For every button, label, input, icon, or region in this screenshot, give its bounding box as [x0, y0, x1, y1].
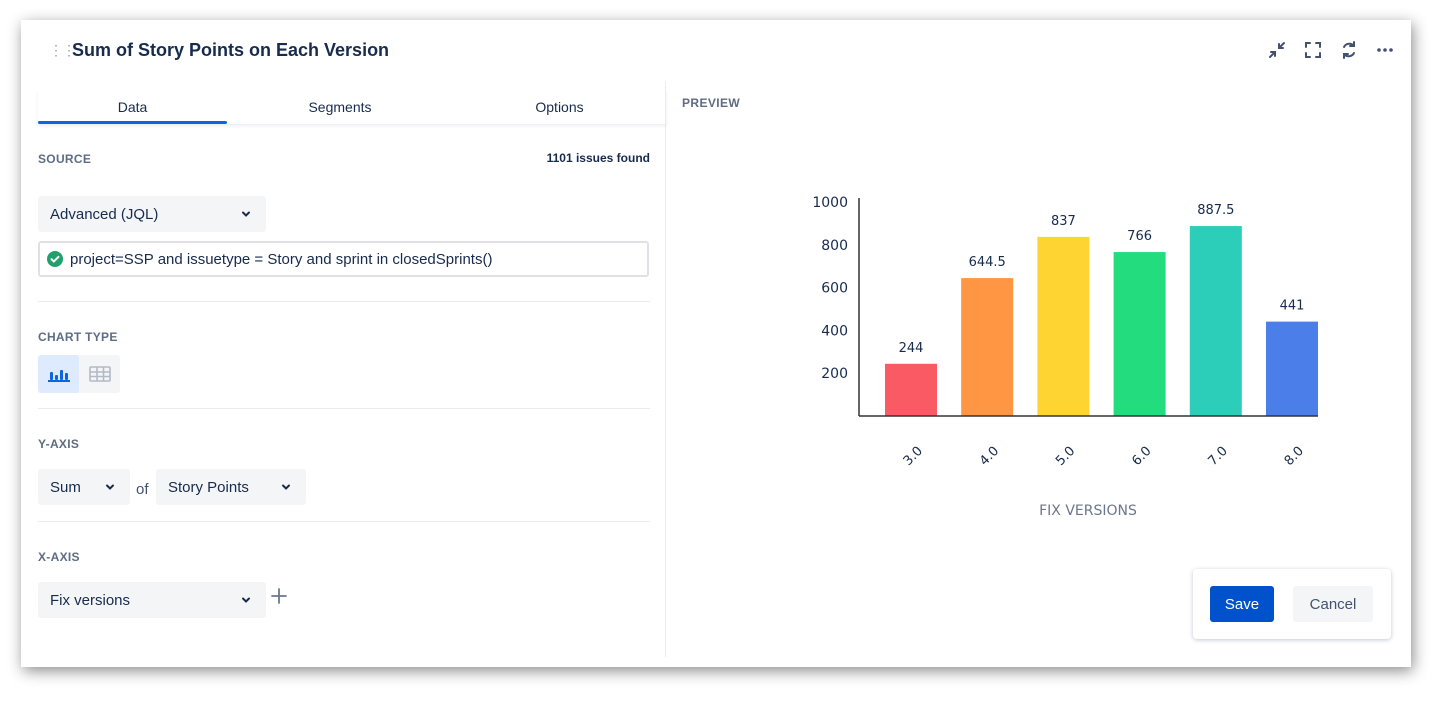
page-title: Sum of Story Points on Each Version [72, 40, 390, 60]
tab-bar: Data Segments Options [38, 90, 666, 124]
jql-query-text: project=SSP and issuetype = Story and sp… [70, 250, 493, 268]
bar [885, 363, 937, 416]
drag-handle-icon[interactable]: ⋮⋮ [49, 42, 76, 58]
jql-input[interactable]: project=SSP and issuetype = Story and sp… [38, 241, 649, 277]
x-tick-label: 4.0 [977, 444, 1002, 469]
collapse-icon[interactable] [1265, 38, 1289, 62]
section-divider [38, 408, 650, 409]
x-tick-label: 7.0 [1206, 444, 1231, 469]
y-field-value: Story Points [168, 478, 249, 496]
x-tick-label: 5.0 [1053, 444, 1078, 469]
section-divider [38, 521, 650, 522]
bar [1113, 252, 1166, 416]
data-label: 244 [899, 341, 924, 356]
data-label: 766 [1127, 229, 1152, 244]
data-label: 441 [1280, 299, 1305, 314]
y-tick-label: 600 [821, 281, 848, 297]
x-field-select[interactable]: Fix versions [38, 582, 266, 618]
section-divider [38, 301, 650, 302]
fullscreen-icon[interactable] [1301, 38, 1325, 62]
bar [1189, 226, 1242, 416]
x-tick-label: 3.0 [901, 444, 926, 469]
source-label: SOURCE [38, 152, 92, 166]
panel-divider [665, 82, 666, 657]
y-field-select[interactable]: Story Points [156, 469, 306, 505]
y-tick-label: 400 [821, 323, 848, 339]
y-tick-label: 200 [821, 366, 848, 382]
bar [1037, 236, 1090, 416]
data-label: 887.5 [1197, 203, 1234, 218]
tab-options[interactable]: Options [535, 99, 584, 115]
x-field-value: Fix versions [50, 591, 131, 609]
x-axis-title: FIX VERSIONS [1039, 503, 1137, 519]
y-tick-label: 800 [821, 238, 848, 254]
aggregation-select[interactable]: Sum [38, 469, 130, 505]
more-icon[interactable] [1373, 38, 1397, 62]
x-tick-label: 6.0 [1129, 444, 1154, 469]
chart-type-toggle [38, 355, 120, 393]
aggregation-value: Sum [50, 478, 81, 496]
y-tick-label: 1000 [812, 195, 848, 211]
bar [961, 278, 1014, 416]
of-label: of [136, 481, 149, 498]
data-label: 644.5 [969, 255, 1006, 270]
chevron-down-icon [242, 597, 250, 603]
chevron-down-icon [106, 484, 114, 490]
source-mode-value: Advanced (JQL) [50, 205, 159, 223]
cancel-button[interactable]: Cancel [1293, 586, 1373, 622]
refresh-icon[interactable] [1337, 38, 1361, 62]
add-icon[interactable] [270, 587, 288, 605]
chevron-down-icon [282, 484, 290, 490]
y-axis-label: Y-AXIS [38, 437, 80, 451]
check-circle-icon [47, 251, 63, 267]
header-actions [1265, 38, 1397, 62]
tab-segments[interactable]: Segments [308, 99, 372, 115]
issues-found-count: 1101 issues found [546, 151, 650, 165]
bar-chart: 200 400 600 800 1000 244 3.0 644.5 4.0 837 5.0 766 6… [812, 195, 1318, 519]
header: ⋮⋮ Sum of Story Points on Each Version [21, 20, 1411, 82]
bar [1266, 321, 1318, 416]
config-panel: Data Segments Options SOURCE 1101 issues… [21, 82, 666, 667]
data-label: 837 [1051, 214, 1076, 229]
chart-editor-card: ⋮⋮ Sum of Story Points on Each Version D… [21, 20, 1411, 667]
x-tick-label: 8.0 [1282, 444, 1307, 469]
preview-label: PREVIEW [682, 96, 741, 110]
save-button[interactable]: Save [1210, 586, 1274, 622]
bar-chart-icon[interactable] [38, 355, 79, 393]
source-mode-select[interactable]: Advanced (JQL) [38, 196, 266, 232]
chevron-down-icon [242, 211, 250, 217]
x-axis-label: X-AXIS [38, 550, 80, 564]
tab-data[interactable]: Data [38, 90, 227, 124]
action-panel: Save Cancel [1193, 569, 1391, 639]
table-icon[interactable] [79, 355, 120, 393]
chart-type-label: CHART TYPE [38, 330, 118, 344]
